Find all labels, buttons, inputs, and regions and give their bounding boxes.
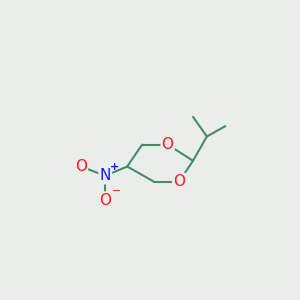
Text: O: O — [173, 174, 185, 189]
Text: O: O — [75, 159, 87, 174]
Text: O: O — [162, 137, 174, 152]
Text: O: O — [99, 193, 111, 208]
Text: N: N — [100, 168, 111, 183]
Text: −: − — [112, 186, 121, 196]
Text: +: + — [110, 162, 118, 172]
